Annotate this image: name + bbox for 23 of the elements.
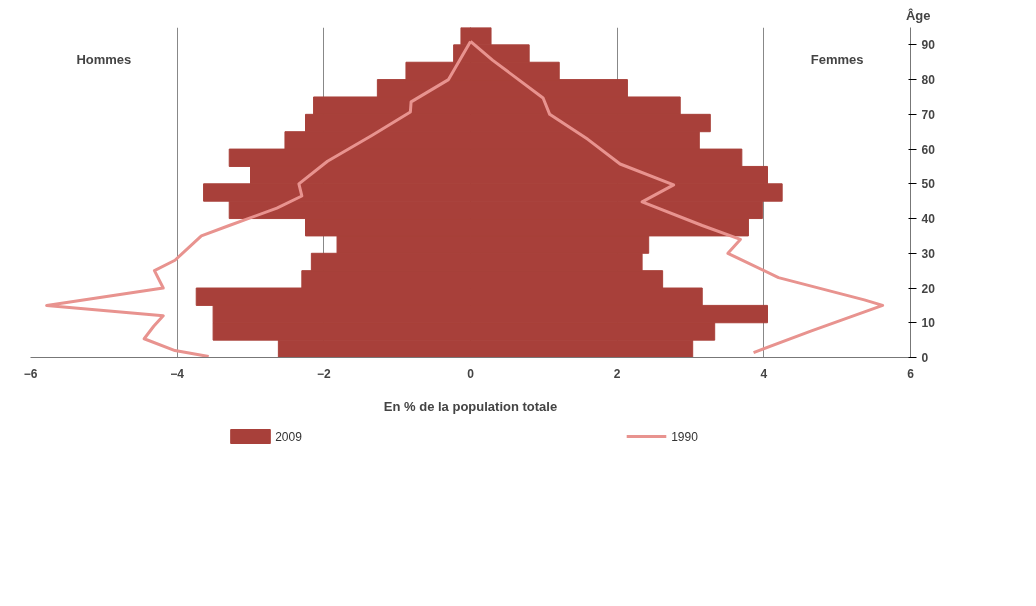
annotation: Femmes bbox=[810, 52, 864, 68]
y-tick-label: 60 bbox=[921, 142, 936, 157]
x-tick-label: 0 bbox=[467, 366, 475, 381]
y-tick-label: 20 bbox=[921, 281, 936, 296]
x-tick-label: 4 bbox=[760, 366, 768, 381]
legend-label: 2009 bbox=[275, 430, 303, 444]
y-tick-label: 0 bbox=[921, 351, 929, 365]
y-tick-label: 10 bbox=[921, 316, 936, 331]
y-tick-label: 80 bbox=[921, 73, 936, 88]
y-tick-label: 30 bbox=[921, 246, 936, 261]
x-tick-label: −4 bbox=[170, 366, 185, 381]
legend-label: 1990 bbox=[671, 430, 699, 444]
y-tick-label: 50 bbox=[921, 177, 936, 192]
y-tick-label: 70 bbox=[921, 107, 936, 122]
x-tick-label: −6 bbox=[23, 366, 38, 381]
y-axis-title: Âge bbox=[905, 7, 931, 23]
x-tick-label: 2 bbox=[613, 366, 621, 381]
y-tick-label: 40 bbox=[921, 212, 936, 227]
annotation: Hommes bbox=[76, 52, 132, 68]
x-axis-title: En % de la population totale bbox=[383, 398, 558, 414]
x-tick-label: 6 bbox=[907, 366, 915, 381]
x-tick-label: −2 bbox=[316, 366, 331, 381]
y-tick-label: 90 bbox=[921, 38, 936, 53]
